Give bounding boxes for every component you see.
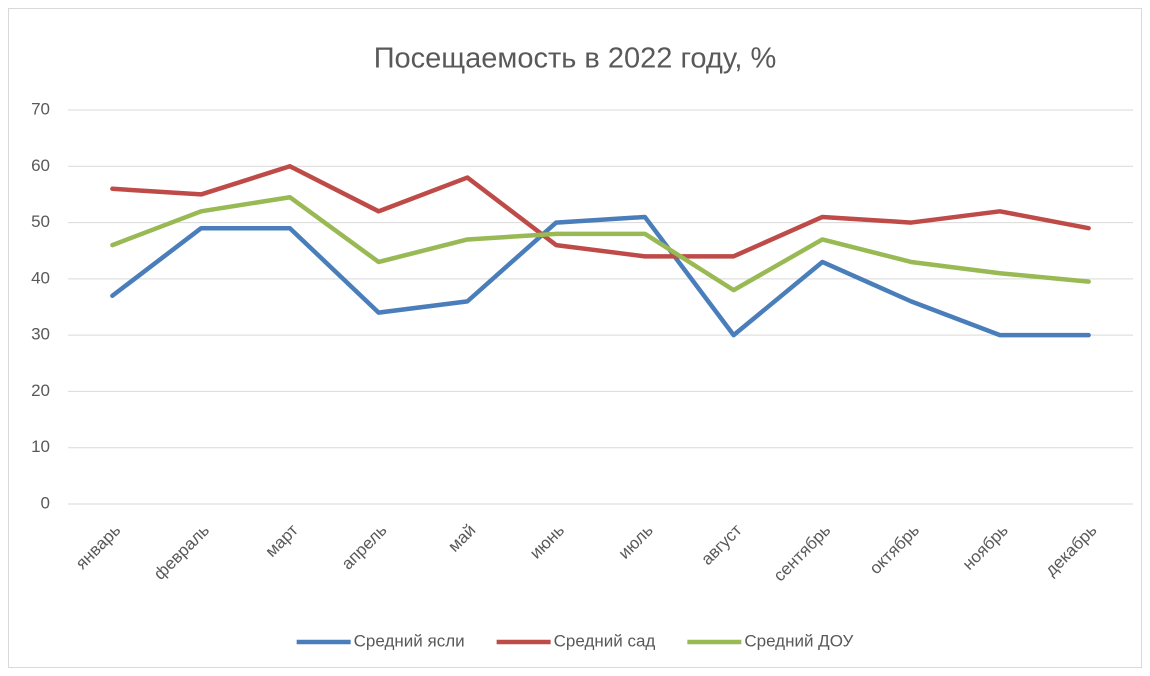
y-tick-label: 40	[31, 268, 50, 287]
legend: Средний ясли Средний сад Средний ДОУ	[296, 631, 854, 650]
series-line	[110, 194, 1091, 293]
y-tick-label: 60	[31, 156, 50, 175]
y-tick-label: 70	[31, 99, 50, 118]
series-line	[110, 164, 1091, 259]
chart-border	[8, 8, 1142, 668]
legend-label: Средний сад	[554, 631, 656, 650]
legend-label: Средний ДОУ	[744, 631, 853, 650]
y-tick-label: 20	[31, 381, 50, 400]
y-tick-label: 0	[41, 493, 50, 512]
legend-label: Средний ясли	[354, 631, 465, 650]
y-tick-label: 10	[31, 437, 50, 456]
chart-title: Посещаемость в 2022 году, %	[374, 43, 777, 75]
y-tick-label: 30	[31, 325, 50, 344]
series-line	[110, 214, 1091, 338]
y-tick-label: 50	[31, 212, 50, 231]
